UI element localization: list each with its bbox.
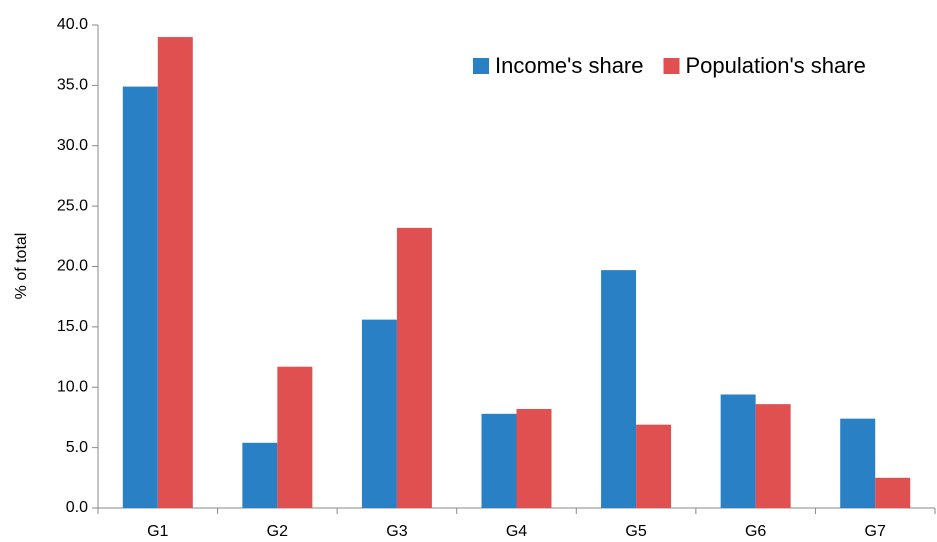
- x-tick-label: G7: [865, 523, 886, 540]
- bar: [157, 37, 193, 508]
- bar: [601, 270, 637, 508]
- bar: [840, 418, 876, 508]
- legend-swatch: [663, 58, 680, 74]
- legend-swatch: [473, 58, 489, 74]
- bar: [516, 408, 552, 508]
- bar: [481, 413, 517, 508]
- bar: [242, 442, 278, 508]
- bar: [122, 86, 158, 509]
- bar: [277, 366, 313, 508]
- bar: [875, 477, 911, 508]
- y-tick-label: 35.0: [57, 77, 88, 94]
- bar: [755, 404, 791, 508]
- y-tick-label: 5.0: [66, 439, 88, 456]
- y-axis-label: % of total: [13, 233, 30, 300]
- y-tick-label: 25.0: [57, 197, 88, 214]
- y-tick-label: 40.0: [57, 16, 88, 33]
- x-tick-label: G6: [745, 523, 766, 540]
- y-tick-label: 30.0: [57, 137, 88, 154]
- y-tick-label: 20.0: [57, 258, 88, 275]
- bar: [396, 227, 432, 509]
- x-tick-label: G1: [147, 523, 168, 540]
- y-tick-label: 10.0: [57, 378, 88, 395]
- y-tick-label: 0.0: [66, 499, 88, 516]
- x-tick-label: G3: [386, 523, 407, 540]
- bar: [720, 394, 756, 508]
- legend-text: Population's share: [686, 53, 866, 78]
- x-tick-label: G2: [267, 523, 288, 540]
- x-tick-label: G4: [506, 523, 527, 540]
- legend-text: Income's share: [495, 53, 644, 78]
- bar: [361, 319, 397, 508]
- bar: [636, 424, 672, 508]
- x-tick-label: G5: [625, 523, 646, 540]
- y-tick-label: 15.0: [57, 318, 88, 335]
